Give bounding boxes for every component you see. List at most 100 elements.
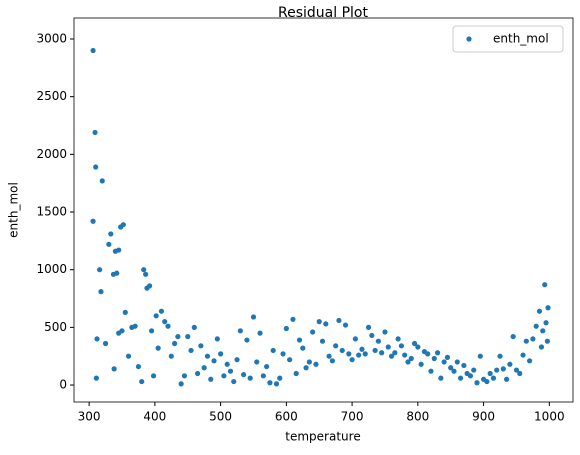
scatter-point (503, 376, 510, 382)
scatter-point (369, 332, 375, 339)
scatter-point (94, 336, 100, 342)
scatter-point (162, 319, 168, 325)
scatter-point (507, 361, 513, 367)
scatter-point (356, 352, 362, 358)
scatter-point (536, 308, 543, 314)
scatter-point (408, 355, 414, 362)
scatter-point (530, 336, 536, 342)
scatter-point (375, 338, 381, 344)
scatter-point (250, 314, 257, 320)
scatter-point (290, 316, 296, 322)
scatter-point (385, 344, 391, 350)
scatter-point (451, 368, 457, 374)
scatter-point (208, 376, 214, 382)
scatter-point (185, 333, 191, 340)
scatter-point (165, 323, 171, 329)
scatter-point (372, 347, 378, 354)
scatter-point (484, 378, 490, 385)
scatter-point (254, 359, 260, 365)
scatter-point (283, 325, 289, 332)
x-axis-label: temperature (285, 430, 360, 444)
scatter-point (120, 222, 126, 228)
scatter-point (155, 345, 161, 351)
scatter-point (323, 321, 329, 327)
scatter-point (523, 338, 529, 344)
scatter-point (392, 350, 398, 356)
scatter-point (540, 328, 546, 334)
scatter-point (139, 378, 145, 385)
scatter-point (448, 365, 454, 371)
y-tick-label: 2000 (36, 147, 67, 161)
scatter-point (168, 353, 174, 359)
scatter-point (125, 353, 132, 359)
scatter-point (97, 267, 103, 273)
scatter-point (280, 351, 286, 357)
scatter-point (119, 328, 125, 334)
scatter-point (260, 373, 266, 379)
scatter-point (90, 218, 96, 224)
scatter-point (116, 247, 122, 253)
scatter-point (545, 305, 551, 311)
scatter-point (231, 378, 237, 385)
scatter-point (349, 357, 355, 363)
scatter-point (148, 328, 155, 334)
y-axis-label: enth_mol (7, 182, 21, 238)
scatter-point (474, 380, 480, 386)
scatter-point (513, 367, 520, 373)
scatter-point (93, 375, 99, 381)
scatter-point (326, 353, 332, 359)
scatter-point (418, 361, 424, 367)
scatter-point (336, 317, 342, 324)
scatter-point (181, 373, 188, 379)
scatter-point (270, 347, 276, 354)
scatter-point (194, 370, 201, 377)
x-tick-label: 500 (209, 410, 232, 424)
plot-frame (73, 17, 574, 403)
scatter-point (214, 336, 220, 342)
x-tick-label: 700 (341, 410, 364, 424)
scatter-point (132, 323, 138, 329)
scatter-point (108, 231, 114, 237)
scatter-point (171, 340, 178, 347)
x-tick-label: 400 (143, 410, 166, 424)
scatter-point (224, 361, 230, 367)
scatter-point (346, 351, 352, 357)
scatter-point (257, 330, 263, 336)
x-tick-label: 800 (406, 410, 429, 424)
scatter-point (533, 323, 539, 329)
x-tick-label: 1000 (534, 410, 565, 424)
scatter-point (313, 361, 319, 367)
legend-label: enth_mol (493, 32, 549, 46)
scatter-point (467, 373, 474, 379)
x-tick-label: 600 (275, 410, 298, 424)
scatter-point (273, 381, 280, 387)
scatter-point (147, 283, 153, 289)
scatter-point (454, 359, 460, 365)
scatter-point (296, 337, 303, 343)
scatter-point (198, 343, 204, 349)
scatter-point (153, 313, 159, 319)
scatter-point (538, 344, 545, 350)
scatter-point (471, 367, 477, 373)
scatter-point (500, 366, 506, 372)
scatter-point (398, 343, 405, 349)
scatter-point (490, 375, 497, 381)
scatter-point (339, 347, 345, 354)
scatter-point (122, 309, 128, 315)
scatter-point (461, 362, 467, 369)
scatter-point (415, 344, 421, 350)
scatter-point (287, 357, 293, 363)
scatter-point (141, 267, 147, 273)
scatter-point (405, 359, 411, 365)
scatter-point (178, 381, 184, 387)
scatter-point (457, 375, 464, 381)
scatter-point (431, 355, 437, 362)
scatter-point (362, 351, 368, 357)
scatter-point (277, 375, 283, 381)
scatter-point (300, 345, 306, 351)
scatter-point (247, 375, 253, 381)
scatter-point (395, 336, 401, 342)
scatter-point (342, 322, 349, 328)
scatter-point (352, 336, 358, 342)
scatter-point (234, 357, 240, 363)
